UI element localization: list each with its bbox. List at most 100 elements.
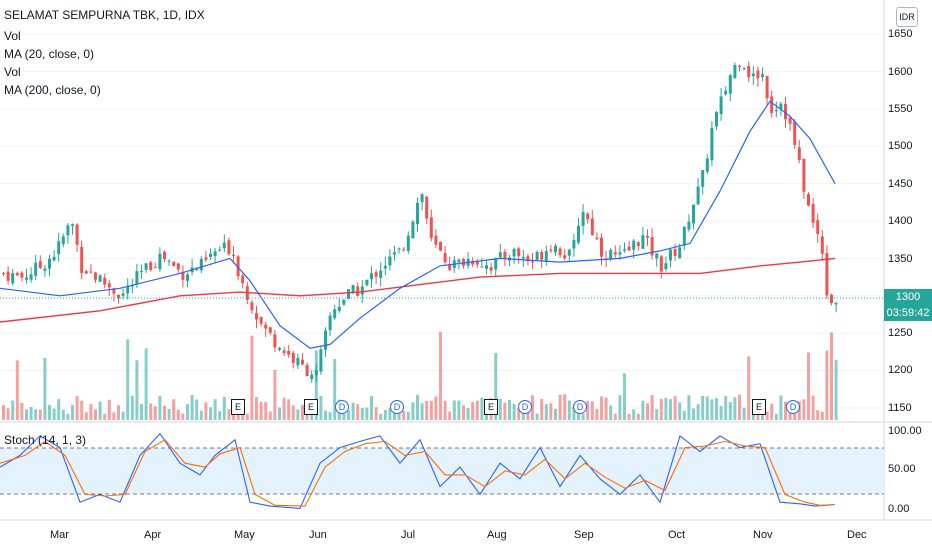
dividend-event-icon[interactable]: D [573, 400, 587, 414]
candle-body [705, 158, 709, 172]
price-tick: 1650 [888, 28, 913, 40]
candle-body [383, 265, 387, 269]
earnings-event-icon[interactable]: E [304, 399, 318, 415]
volume-bar [71, 404, 74, 420]
month-label: Sep [574, 529, 594, 541]
volume-bar [296, 409, 300, 420]
candle-body [117, 294, 120, 299]
candle-body [379, 270, 383, 278]
chart-title[interactable]: SELAMAT SEMPURNA TBK, 1D, IDX [4, 8, 205, 22]
dividend-event-icon[interactable]: D [390, 400, 404, 414]
candle-body [172, 261, 176, 266]
stoch-legend[interactable]: Stoch (14, 1, 3) [4, 433, 87, 447]
candle-body [779, 103, 783, 110]
candle-body [411, 221, 415, 239]
candle-body [38, 261, 42, 269]
candle-body [268, 327, 272, 333]
indicator-vol-2[interactable]: Vol [4, 65, 21, 79]
earnings-event-icon[interactable]: E [484, 399, 498, 415]
volume-bar [600, 396, 603, 420]
volume-bar [94, 409, 97, 420]
price-tick: 1200 [888, 364, 913, 376]
dividend-event-icon[interactable]: D [335, 400, 349, 414]
volume-bar [301, 404, 304, 420]
candle-body [489, 267, 493, 271]
candle-body [632, 240, 636, 250]
candle-body [163, 251, 166, 260]
candle-body [751, 73, 755, 77]
candle-body [788, 117, 792, 124]
volume-bar [388, 408, 392, 420]
candle-body [471, 260, 475, 265]
candle-body [121, 293, 125, 296]
volume-bar [540, 398, 544, 420]
volume-bar [797, 401, 801, 420]
candle-body [770, 96, 774, 114]
volume-bar [144, 348, 148, 420]
volume-bar [434, 396, 438, 420]
candle-body [517, 248, 521, 257]
candle-body [485, 265, 488, 269]
volume-bar [636, 413, 640, 420]
volume-bar [48, 404, 51, 420]
candle-body [425, 196, 429, 219]
volume-bar [586, 400, 590, 420]
volume-bar [103, 413, 107, 420]
candle-body [811, 203, 815, 223]
volume-bar [75, 396, 79, 420]
earnings-event-icon[interactable]: E [752, 399, 766, 415]
candle-body [328, 315, 332, 331]
volume-bar [664, 397, 668, 420]
volume-bar [512, 403, 516, 420]
volume-bar [678, 402, 682, 420]
candle-body [195, 268, 199, 270]
candle-body [526, 256, 530, 262]
indicator-ma200[interactable]: MA (200, close, 0) [4, 83, 101, 97]
candle-body [135, 271, 139, 285]
dividend-event-icon[interactable]: D [518, 400, 532, 414]
price-tick: 1250 [888, 327, 913, 339]
candle-body [370, 273, 373, 280]
volume-bar [475, 400, 479, 420]
earnings-event-icon[interactable]: E [231, 399, 245, 415]
candle-body [94, 272, 97, 280]
candle-body [227, 240, 231, 255]
candle-body [595, 237, 599, 240]
candle-body [521, 256, 525, 259]
volume-bar [365, 407, 369, 420]
indicator-vol-1[interactable]: Vol [4, 29, 21, 43]
candle-body [319, 349, 323, 372]
candle-body [678, 247, 682, 259]
candle-body [503, 251, 507, 259]
volume-bar [264, 402, 268, 420]
candle-body [618, 252, 622, 255]
candle-body [296, 358, 300, 366]
candle-body [807, 194, 810, 206]
dividend-event-icon[interactable]: D [786, 400, 800, 414]
volume-bar [682, 410, 686, 420]
volume-bar [379, 413, 383, 420]
candle-body [535, 251, 539, 260]
volume-bar [820, 411, 824, 420]
currency-badge[interactable]: IDR [896, 7, 918, 27]
volume-bar [172, 399, 176, 420]
candle-body [218, 249, 222, 251]
candlesticks[interactable] [2, 61, 838, 383]
month-label: Jun [309, 529, 327, 541]
candle-body [397, 248, 401, 250]
volume-bar [347, 410, 350, 420]
candle-body [742, 68, 746, 70]
volume-bar [278, 407, 281, 420]
month-label: Mar [50, 529, 69, 541]
volume-bar [728, 402, 732, 420]
indicator-ma20[interactable]: MA (20, close, 0) [4, 47, 95, 61]
volume-bar [595, 408, 599, 420]
candle-body [448, 263, 452, 270]
candle-body [264, 324, 268, 329]
volume-bar [526, 410, 530, 420]
volume-bar [673, 396, 677, 420]
month-label: Dec [847, 529, 867, 541]
candle-body [475, 261, 479, 265]
candle-body [756, 70, 760, 79]
